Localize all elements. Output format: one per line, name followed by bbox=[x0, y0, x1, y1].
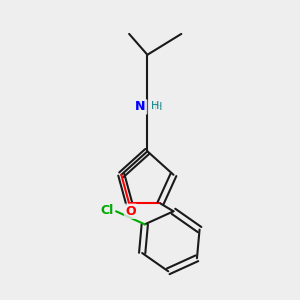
Text: N: N bbox=[136, 100, 146, 113]
Text: O: O bbox=[125, 205, 136, 218]
Text: H: H bbox=[151, 101, 160, 111]
Text: N: N bbox=[135, 100, 145, 113]
Text: O: O bbox=[125, 205, 136, 218]
Text: N: N bbox=[136, 100, 146, 113]
Text: Cl: Cl bbox=[100, 203, 113, 217]
Text: Cl: Cl bbox=[100, 203, 113, 217]
Text: H: H bbox=[154, 102, 162, 112]
